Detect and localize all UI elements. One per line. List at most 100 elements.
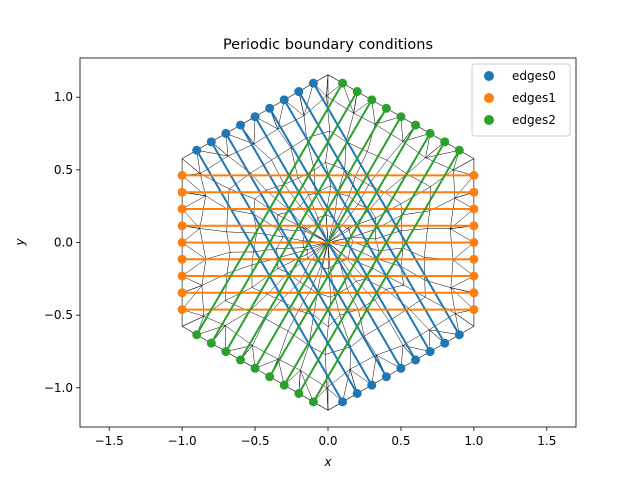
mesh-edge <box>327 229 350 243</box>
y-tick-label: −0.5 <box>44 308 73 322</box>
mesh-edge <box>277 330 289 360</box>
point-edges1-partner <box>469 187 479 197</box>
y-tick-label: 1.0 <box>54 90 73 104</box>
mesh-edge <box>271 159 285 185</box>
mesh-edge <box>249 311 266 320</box>
y-axis-label: y <box>13 238 27 247</box>
point-edges0-partner <box>440 338 450 348</box>
mesh-edge <box>249 294 268 312</box>
legend: edges0 edges1 edges2 <box>471 63 571 137</box>
point-edges0-partner <box>367 380 377 390</box>
mesh-edge <box>402 247 425 258</box>
mesh-edge <box>408 296 426 309</box>
point-edges0-partner <box>352 388 362 398</box>
mesh-edge <box>287 310 299 332</box>
mesh-edge <box>205 251 231 260</box>
mesh-edge <box>267 294 281 301</box>
mesh-edge <box>355 176 369 186</box>
mesh-edge <box>254 198 278 215</box>
point-edges1 <box>177 288 187 298</box>
point-edges0 <box>294 87 304 97</box>
mesh-edge <box>388 320 404 346</box>
mesh-edge <box>226 252 231 274</box>
mesh-edge <box>271 147 292 161</box>
mesh-edge <box>251 268 279 288</box>
mesh-edge <box>181 285 203 310</box>
mesh-edge <box>300 345 310 371</box>
mesh-edge <box>327 242 331 268</box>
point-edges2-partner <box>192 330 202 340</box>
mesh-edge <box>265 318 289 332</box>
mesh-edge <box>308 194 319 218</box>
mesh-edge <box>283 178 299 185</box>
mesh-edge <box>205 195 228 210</box>
mesh-edge <box>253 143 272 161</box>
mesh-edge <box>306 254 308 259</box>
mesh-edge <box>201 259 207 286</box>
mesh-edge <box>342 369 351 402</box>
point-edges0-partner <box>381 372 391 382</box>
point-edges2 <box>411 120 421 130</box>
point-edges2-partner <box>265 372 275 382</box>
mesh-edge <box>450 287 475 310</box>
mesh-edge <box>277 211 291 215</box>
mesh-edge <box>199 228 227 233</box>
x-tick-label: −1.5 <box>95 434 124 448</box>
pair-line-edges0 <box>268 107 417 361</box>
mesh-edge <box>450 228 475 243</box>
mesh-edge <box>368 184 385 193</box>
y-tick-label: −1.0 <box>44 381 73 395</box>
mesh-edge <box>325 215 329 243</box>
point-edges2 <box>352 87 362 97</box>
mesh-edge <box>350 336 365 348</box>
mesh-edge <box>358 309 365 337</box>
mesh-edge <box>256 232 284 238</box>
mesh-edge <box>350 237 354 243</box>
mesh-edge <box>449 228 454 260</box>
point-edges0 <box>308 78 318 88</box>
mesh-edge <box>278 229 284 237</box>
mesh-edge <box>364 320 390 337</box>
legend-label-edges2: edges2 <box>512 113 556 127</box>
mesh-edge <box>369 192 385 210</box>
mesh-edge <box>307 242 329 259</box>
point-edges0 <box>206 137 216 147</box>
mesh-edge <box>328 267 331 270</box>
y-tick-label: 0.0 <box>54 236 73 250</box>
mesh-edge <box>226 209 228 232</box>
mesh-edge <box>374 124 403 142</box>
pair-line-edges0 <box>210 141 359 394</box>
mesh-edge <box>181 258 207 277</box>
mesh-edge <box>349 354 377 370</box>
mesh-edge <box>199 228 207 260</box>
mesh-edge <box>224 273 228 301</box>
point-edges1 <box>177 204 187 214</box>
point-edges2 <box>367 95 377 105</box>
mesh-edge <box>181 242 207 260</box>
point-edges0-partner <box>396 363 406 373</box>
pair-line-edges2 <box>254 116 402 369</box>
mesh-edge <box>301 227 329 243</box>
mesh-edge <box>276 247 304 250</box>
legend-marker-edges2 <box>484 115 494 125</box>
point-edges2 <box>454 145 464 155</box>
point-edges0-partner <box>338 397 348 407</box>
mesh-edge <box>306 130 330 139</box>
mesh-edge <box>287 330 309 346</box>
mesh-edge <box>369 208 376 219</box>
mesh-edge <box>327 218 335 243</box>
mesh-edge <box>203 300 226 317</box>
mesh-edge <box>250 159 272 174</box>
mesh-edge <box>375 214 403 230</box>
mesh-edge <box>386 141 404 161</box>
mesh-edge <box>227 264 253 274</box>
pair-line-edges2 <box>283 132 431 386</box>
pair-line-edges2 <box>195 82 344 336</box>
mesh-edge <box>277 128 292 148</box>
mesh-edge <box>350 229 376 238</box>
mesh-edge <box>371 355 377 386</box>
mesh-edge <box>429 329 460 336</box>
mesh-edge <box>349 369 372 386</box>
mesh-edge <box>314 170 316 194</box>
point-edges1-partner <box>469 271 479 281</box>
